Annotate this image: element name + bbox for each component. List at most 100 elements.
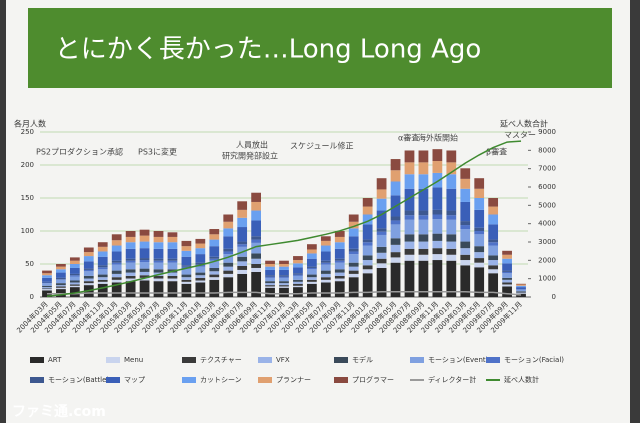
bar-segment	[474, 178, 485, 189]
bar-segment	[153, 236, 164, 243]
bar-segment	[111, 240, 122, 246]
bar-segment	[223, 277, 234, 297]
y2-tick-label: 6000	[538, 183, 556, 191]
bar-segment	[69, 280, 80, 283]
bar-segment	[56, 264, 66, 267]
bar-segment	[320, 270, 331, 274]
bar-segment	[69, 276, 80, 281]
bar-segment	[320, 245, 331, 252]
bar-segment	[293, 275, 303, 280]
bar-segment	[237, 227, 248, 242]
bar-segment	[307, 258, 317, 267]
bar-segment	[97, 283, 108, 297]
bar-segment	[279, 266, 289, 270]
bar-segment	[307, 249, 317, 254]
bar-segment	[334, 272, 345, 276]
bar-segment	[502, 270, 512, 272]
legend-swatch	[106, 377, 120, 383]
bar-segment	[516, 289, 526, 290]
bar-segment	[279, 275, 289, 277]
bar-segment	[307, 244, 317, 250]
line	[46, 140, 522, 298]
annotation: β審査	[486, 147, 507, 157]
bar-segment	[209, 234, 220, 240]
bar-segment	[265, 281, 275, 284]
bar-segment	[153, 275, 164, 279]
bar-segment	[97, 269, 108, 275]
bar-segment	[83, 275, 94, 279]
bar-segment	[320, 277, 331, 280]
bar-segment	[111, 277, 122, 280]
bar-segment	[474, 258, 485, 263]
bar-segment	[362, 260, 373, 266]
bar-segment	[195, 272, 206, 276]
bar-segment	[265, 269, 275, 276]
bar-segment	[460, 248, 471, 255]
bar-segment	[432, 233, 443, 241]
bar-segment	[516, 293, 526, 297]
bar-segment	[167, 248, 178, 259]
bar-segment	[460, 241, 471, 249]
bar-segment	[502, 277, 512, 280]
bar-segment	[181, 277, 192, 280]
bar-segment	[69, 257, 80, 261]
bar-segment	[223, 270, 234, 274]
y-axis-label: 各月人数	[14, 119, 46, 129]
bar-segment	[167, 236, 178, 243]
bar-segment	[209, 274, 220, 278]
bar-segment	[404, 174, 415, 189]
bar-segment	[56, 285, 66, 287]
bar-segment	[223, 236, 234, 249]
bar-segment	[404, 234, 415, 242]
bar-segment	[307, 267, 317, 270]
bar-segment	[279, 283, 289, 286]
bar-segment	[460, 168, 471, 179]
legend-label: マップ	[124, 376, 145, 384]
bar-segment	[265, 266, 275, 270]
bar-segment	[362, 255, 373, 261]
bar-segment	[502, 282, 512, 285]
bar-segment	[334, 242, 345, 249]
bar-segment	[320, 251, 331, 261]
y2-tick-label: 4000	[538, 220, 556, 228]
bar-segment	[181, 256, 192, 266]
bar-segment	[376, 234, 387, 247]
bar-segment	[69, 273, 80, 276]
bar-segment	[334, 236, 345, 243]
bar-segment	[111, 234, 122, 241]
bar-segment	[307, 279, 317, 282]
bar-segment	[348, 221, 359, 229]
bar-segment	[153, 281, 164, 297]
legend-swatch	[182, 377, 196, 383]
bar-segment	[111, 282, 122, 297]
bar-segment	[502, 258, 512, 264]
bar-segment	[209, 279, 220, 297]
bar-segment	[251, 271, 261, 297]
bar-segment	[334, 275, 345, 279]
bar-segment	[42, 275, 52, 278]
watermark: ファミ通.com	[12, 404, 106, 420]
bar-segment	[404, 215, 415, 220]
bar-segment	[181, 265, 192, 267]
bar-segment	[167, 232, 178, 237]
bar-segment	[56, 279, 66, 284]
bar-segment	[404, 150, 415, 163]
bar-segment	[293, 256, 303, 261]
bar-segment	[153, 278, 164, 282]
annotation: α審査	[398, 133, 419, 143]
bar-segment	[111, 251, 122, 261]
bar-segment	[418, 219, 429, 235]
bar-segment	[139, 260, 150, 263]
bar-segment	[83, 252, 94, 257]
bar-segment	[83, 269, 94, 272]
bar-segment	[488, 242, 499, 246]
bar-segment	[251, 236, 261, 240]
bar-segment	[502, 284, 512, 287]
bar-segment	[83, 281, 94, 284]
bar-segment	[404, 241, 415, 249]
bar-segment	[237, 209, 248, 218]
bar-segment	[139, 277, 150, 281]
bar-segment	[404, 260, 415, 297]
bar-segment	[362, 273, 373, 297]
bar-segment	[390, 262, 401, 297]
